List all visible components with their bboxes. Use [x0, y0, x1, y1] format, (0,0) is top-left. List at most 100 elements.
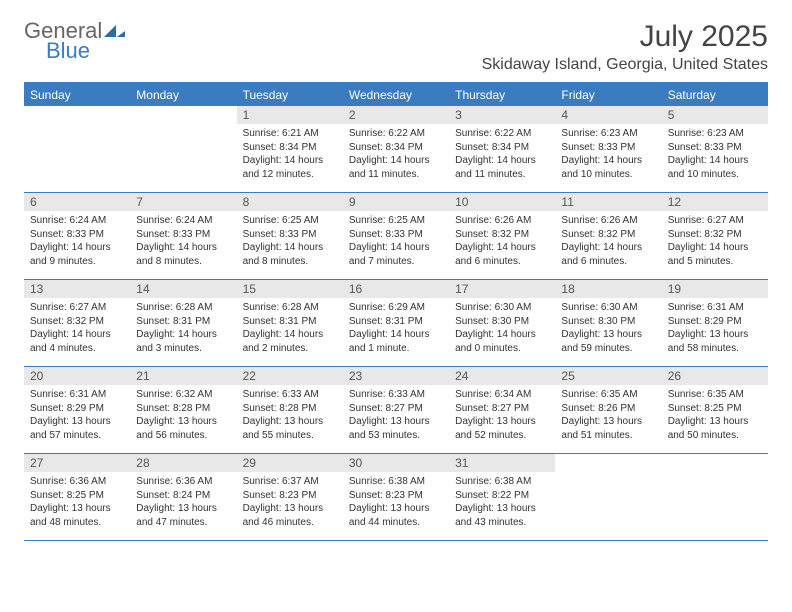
day-number: 20 — [24, 367, 130, 385]
day-number: 27 — [24, 454, 130, 472]
day-header-friday: Friday — [555, 84, 661, 106]
day-number: 12 — [662, 193, 768, 211]
day-number: 13 — [24, 280, 130, 298]
day-cell: 20Sunrise: 6:31 AMSunset: 8:29 PMDayligh… — [24, 367, 130, 453]
day-cell: 23Sunrise: 6:33 AMSunset: 8:27 PMDayligh… — [343, 367, 449, 453]
day-number: 29 — [237, 454, 343, 472]
day-details: Sunrise: 6:37 AMSunset: 8:23 PMDaylight:… — [237, 472, 343, 532]
day-details: Sunrise: 6:23 AMSunset: 8:33 PMDaylight:… — [662, 124, 768, 184]
day-cell: 26Sunrise: 6:35 AMSunset: 8:25 PMDayligh… — [662, 367, 768, 453]
day-number: 15 — [237, 280, 343, 298]
day-details: Sunrise: 6:33 AMSunset: 8:28 PMDaylight:… — [237, 385, 343, 445]
day-cell: 12Sunrise: 6:27 AMSunset: 8:32 PMDayligh… — [662, 193, 768, 279]
day-details: Sunrise: 6:38 AMSunset: 8:23 PMDaylight:… — [343, 472, 449, 532]
day-number: 22 — [237, 367, 343, 385]
day-cell: 15Sunrise: 6:28 AMSunset: 8:31 PMDayligh… — [237, 280, 343, 366]
day-details: Sunrise: 6:35 AMSunset: 8:25 PMDaylight:… — [662, 385, 768, 445]
day-header-saturday: Saturday — [662, 84, 768, 106]
logo-sail-icon — [104, 20, 126, 42]
day-details: Sunrise: 6:27 AMSunset: 8:32 PMDaylight:… — [662, 211, 768, 271]
day-details: Sunrise: 6:34 AMSunset: 8:27 PMDaylight:… — [449, 385, 555, 445]
day-cell: 10Sunrise: 6:26 AMSunset: 8:32 PMDayligh… — [449, 193, 555, 279]
day-cell: 5Sunrise: 6:23 AMSunset: 8:33 PMDaylight… — [662, 106, 768, 192]
weeks-container: 1Sunrise: 6:21 AMSunset: 8:34 PMDaylight… — [24, 106, 768, 541]
day-number: 24 — [449, 367, 555, 385]
month-title: July 2025 — [482, 20, 768, 54]
day-details: Sunrise: 6:30 AMSunset: 8:30 PMDaylight:… — [555, 298, 661, 358]
logo: GeneralBlue — [24, 20, 126, 62]
day-cell: 17Sunrise: 6:30 AMSunset: 8:30 PMDayligh… — [449, 280, 555, 366]
day-number: 14 — [130, 280, 236, 298]
day-number: 26 — [662, 367, 768, 385]
day-cell: 19Sunrise: 6:31 AMSunset: 8:29 PMDayligh… — [662, 280, 768, 366]
day-cell: 21Sunrise: 6:32 AMSunset: 8:28 PMDayligh… — [130, 367, 236, 453]
calendar-grid: SundayMondayTuesdayWednesdayThursdayFrid… — [24, 82, 768, 541]
day-cell — [662, 454, 768, 540]
day-cell: 24Sunrise: 6:34 AMSunset: 8:27 PMDayligh… — [449, 367, 555, 453]
day-number: 19 — [662, 280, 768, 298]
day-details: Sunrise: 6:25 AMSunset: 8:33 PMDaylight:… — [237, 211, 343, 271]
day-number: 16 — [343, 280, 449, 298]
day-header-sunday: Sunday — [24, 84, 130, 106]
title-block: July 2025 Skidaway Island, Georgia, Unit… — [482, 20, 768, 74]
day-number: 6 — [24, 193, 130, 211]
day-number: 31 — [449, 454, 555, 472]
day-cell — [24, 106, 130, 192]
day-number: 4 — [555, 106, 661, 124]
day-cell: 4Sunrise: 6:23 AMSunset: 8:33 PMDaylight… — [555, 106, 661, 192]
day-number: 2 — [343, 106, 449, 124]
day-header-tuesday: Tuesday — [237, 84, 343, 106]
day-cell: 13Sunrise: 6:27 AMSunset: 8:32 PMDayligh… — [24, 280, 130, 366]
day-cell: 7Sunrise: 6:24 AMSunset: 8:33 PMDaylight… — [130, 193, 236, 279]
day-cell — [130, 106, 236, 192]
day-number: 10 — [449, 193, 555, 211]
day-header-wednesday: Wednesday — [343, 84, 449, 106]
day-details: Sunrise: 6:21 AMSunset: 8:34 PMDaylight:… — [237, 124, 343, 184]
day-cell: 14Sunrise: 6:28 AMSunset: 8:31 PMDayligh… — [130, 280, 236, 366]
day-cell: 8Sunrise: 6:25 AMSunset: 8:33 PMDaylight… — [237, 193, 343, 279]
day-cell: 27Sunrise: 6:36 AMSunset: 8:25 PMDayligh… — [24, 454, 130, 540]
week-row: 20Sunrise: 6:31 AMSunset: 8:29 PMDayligh… — [24, 367, 768, 454]
day-cell: 18Sunrise: 6:30 AMSunset: 8:30 PMDayligh… — [555, 280, 661, 366]
day-details: Sunrise: 6:28 AMSunset: 8:31 PMDaylight:… — [130, 298, 236, 358]
week-row: 1Sunrise: 6:21 AMSunset: 8:34 PMDaylight… — [24, 106, 768, 193]
day-number: 18 — [555, 280, 661, 298]
day-cell: 16Sunrise: 6:29 AMSunset: 8:31 PMDayligh… — [343, 280, 449, 366]
week-row: 27Sunrise: 6:36 AMSunset: 8:25 PMDayligh… — [24, 454, 768, 541]
location-text: Skidaway Island, Georgia, United States — [482, 56, 768, 74]
day-cell: 28Sunrise: 6:36 AMSunset: 8:24 PMDayligh… — [130, 454, 236, 540]
day-cell: 22Sunrise: 6:33 AMSunset: 8:28 PMDayligh… — [237, 367, 343, 453]
header: GeneralBlue July 2025 Skidaway Island, G… — [24, 20, 768, 74]
day-details: Sunrise: 6:23 AMSunset: 8:33 PMDaylight:… — [555, 124, 661, 184]
day-details: Sunrise: 6:35 AMSunset: 8:26 PMDaylight:… — [555, 385, 661, 445]
day-cell: 29Sunrise: 6:37 AMSunset: 8:23 PMDayligh… — [237, 454, 343, 540]
day-details: Sunrise: 6:30 AMSunset: 8:30 PMDaylight:… — [449, 298, 555, 358]
calendar-page: GeneralBlue July 2025 Skidaway Island, G… — [0, 0, 792, 561]
day-details: Sunrise: 6:22 AMSunset: 8:34 PMDaylight:… — [449, 124, 555, 184]
day-details: Sunrise: 6:29 AMSunset: 8:31 PMDaylight:… — [343, 298, 449, 358]
day-details: Sunrise: 6:32 AMSunset: 8:28 PMDaylight:… — [130, 385, 236, 445]
week-row: 6Sunrise: 6:24 AMSunset: 8:33 PMDaylight… — [24, 193, 768, 280]
day-cell: 9Sunrise: 6:25 AMSunset: 8:33 PMDaylight… — [343, 193, 449, 279]
day-details: Sunrise: 6:27 AMSunset: 8:32 PMDaylight:… — [24, 298, 130, 358]
day-number: 21 — [130, 367, 236, 385]
day-number: 9 — [343, 193, 449, 211]
day-number: 1 — [237, 106, 343, 124]
day-cell: 3Sunrise: 6:22 AMSunset: 8:34 PMDaylight… — [449, 106, 555, 192]
day-cell: 6Sunrise: 6:24 AMSunset: 8:33 PMDaylight… — [24, 193, 130, 279]
day-cell: 31Sunrise: 6:38 AMSunset: 8:22 PMDayligh… — [449, 454, 555, 540]
logo-text-blue: Blue — [46, 40, 126, 62]
day-details: Sunrise: 6:38 AMSunset: 8:22 PMDaylight:… — [449, 472, 555, 532]
day-header-monday: Monday — [130, 84, 236, 106]
day-details: Sunrise: 6:24 AMSunset: 8:33 PMDaylight:… — [24, 211, 130, 271]
day-details: Sunrise: 6:26 AMSunset: 8:32 PMDaylight:… — [449, 211, 555, 271]
day-details: Sunrise: 6:36 AMSunset: 8:25 PMDaylight:… — [24, 472, 130, 532]
day-details: Sunrise: 6:33 AMSunset: 8:27 PMDaylight:… — [343, 385, 449, 445]
day-details: Sunrise: 6:31 AMSunset: 8:29 PMDaylight:… — [662, 298, 768, 358]
day-number: 8 — [237, 193, 343, 211]
day-header-thursday: Thursday — [449, 84, 555, 106]
day-cell: 2Sunrise: 6:22 AMSunset: 8:34 PMDaylight… — [343, 106, 449, 192]
day-number: 7 — [130, 193, 236, 211]
day-number: 5 — [662, 106, 768, 124]
day-header-row: SundayMondayTuesdayWednesdayThursdayFrid… — [24, 84, 768, 106]
